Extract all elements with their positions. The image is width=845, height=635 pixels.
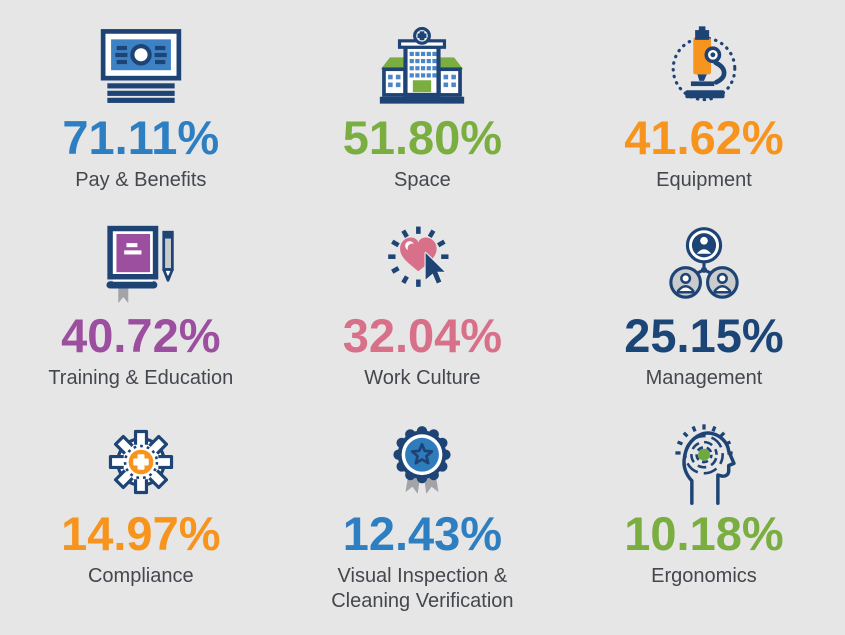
stat-label: Ergonomics: [651, 565, 757, 587]
stat-tile-ergonomics: 10.18% Ergonomics: [563, 418, 845, 616]
stat-value: 12.43%: [342, 507, 503, 560]
stat-tile-compliance: 14.97% Compliance: [0, 418, 282, 616]
stat-tile-management: 25.15% Management: [563, 220, 845, 418]
stat-tile-training-education: 40.72% Training & Education: [0, 220, 282, 418]
stat-value: 10.18%: [624, 507, 784, 560]
stat-value: 51.80%: [342, 111, 503, 164]
stat-tile-pay-benefits: 71.11% Pay & Benefits: [0, 22, 282, 220]
stat-label: Management: [645, 367, 763, 389]
head-brain-icon: [664, 418, 744, 506]
stat-value: 41.62%: [624, 111, 784, 164]
stats-infographic: 71.11% Pay & Benefits: [0, 22, 845, 616]
award-badge-icon: [382, 418, 462, 506]
stat-label: Compliance: [87, 565, 194, 587]
hospital-icon: [378, 22, 466, 110]
gear-plus-icon: [100, 418, 182, 506]
stat-label: Visual Inspection & Cleaning Verificatio…: [331, 565, 514, 612]
stat-tile-visual-inspection: 12.43% Visual Inspection & Cleaning Veri…: [282, 418, 564, 616]
stat-label: Equipment: [656, 169, 752, 191]
stat-value: 25.15%: [624, 309, 784, 362]
book-pencil-icon: [99, 220, 183, 308]
stat-label: Work Culture: [364, 367, 481, 389]
stat-value: 32.04%: [342, 309, 503, 362]
heart-cursor-icon: [380, 220, 464, 308]
stat-tile-space: 51.80% Space: [282, 22, 564, 220]
microscope-icon: [662, 22, 746, 110]
money-icon: [98, 22, 184, 110]
stat-label: Space: [394, 169, 451, 191]
stat-value: 40.72%: [61, 309, 221, 362]
stat-value: 14.97%: [61, 507, 221, 560]
org-chart-icon: [661, 220, 747, 308]
stat-tile-work-culture: 32.04% Work Culture: [282, 220, 564, 418]
stat-label: Training & Education: [48, 367, 234, 389]
stat-label: Pay & Benefits: [75, 169, 207, 191]
stat-tile-equipment: 41.62% Equipment: [563, 22, 845, 220]
stat-value: 71.11%: [62, 111, 220, 164]
